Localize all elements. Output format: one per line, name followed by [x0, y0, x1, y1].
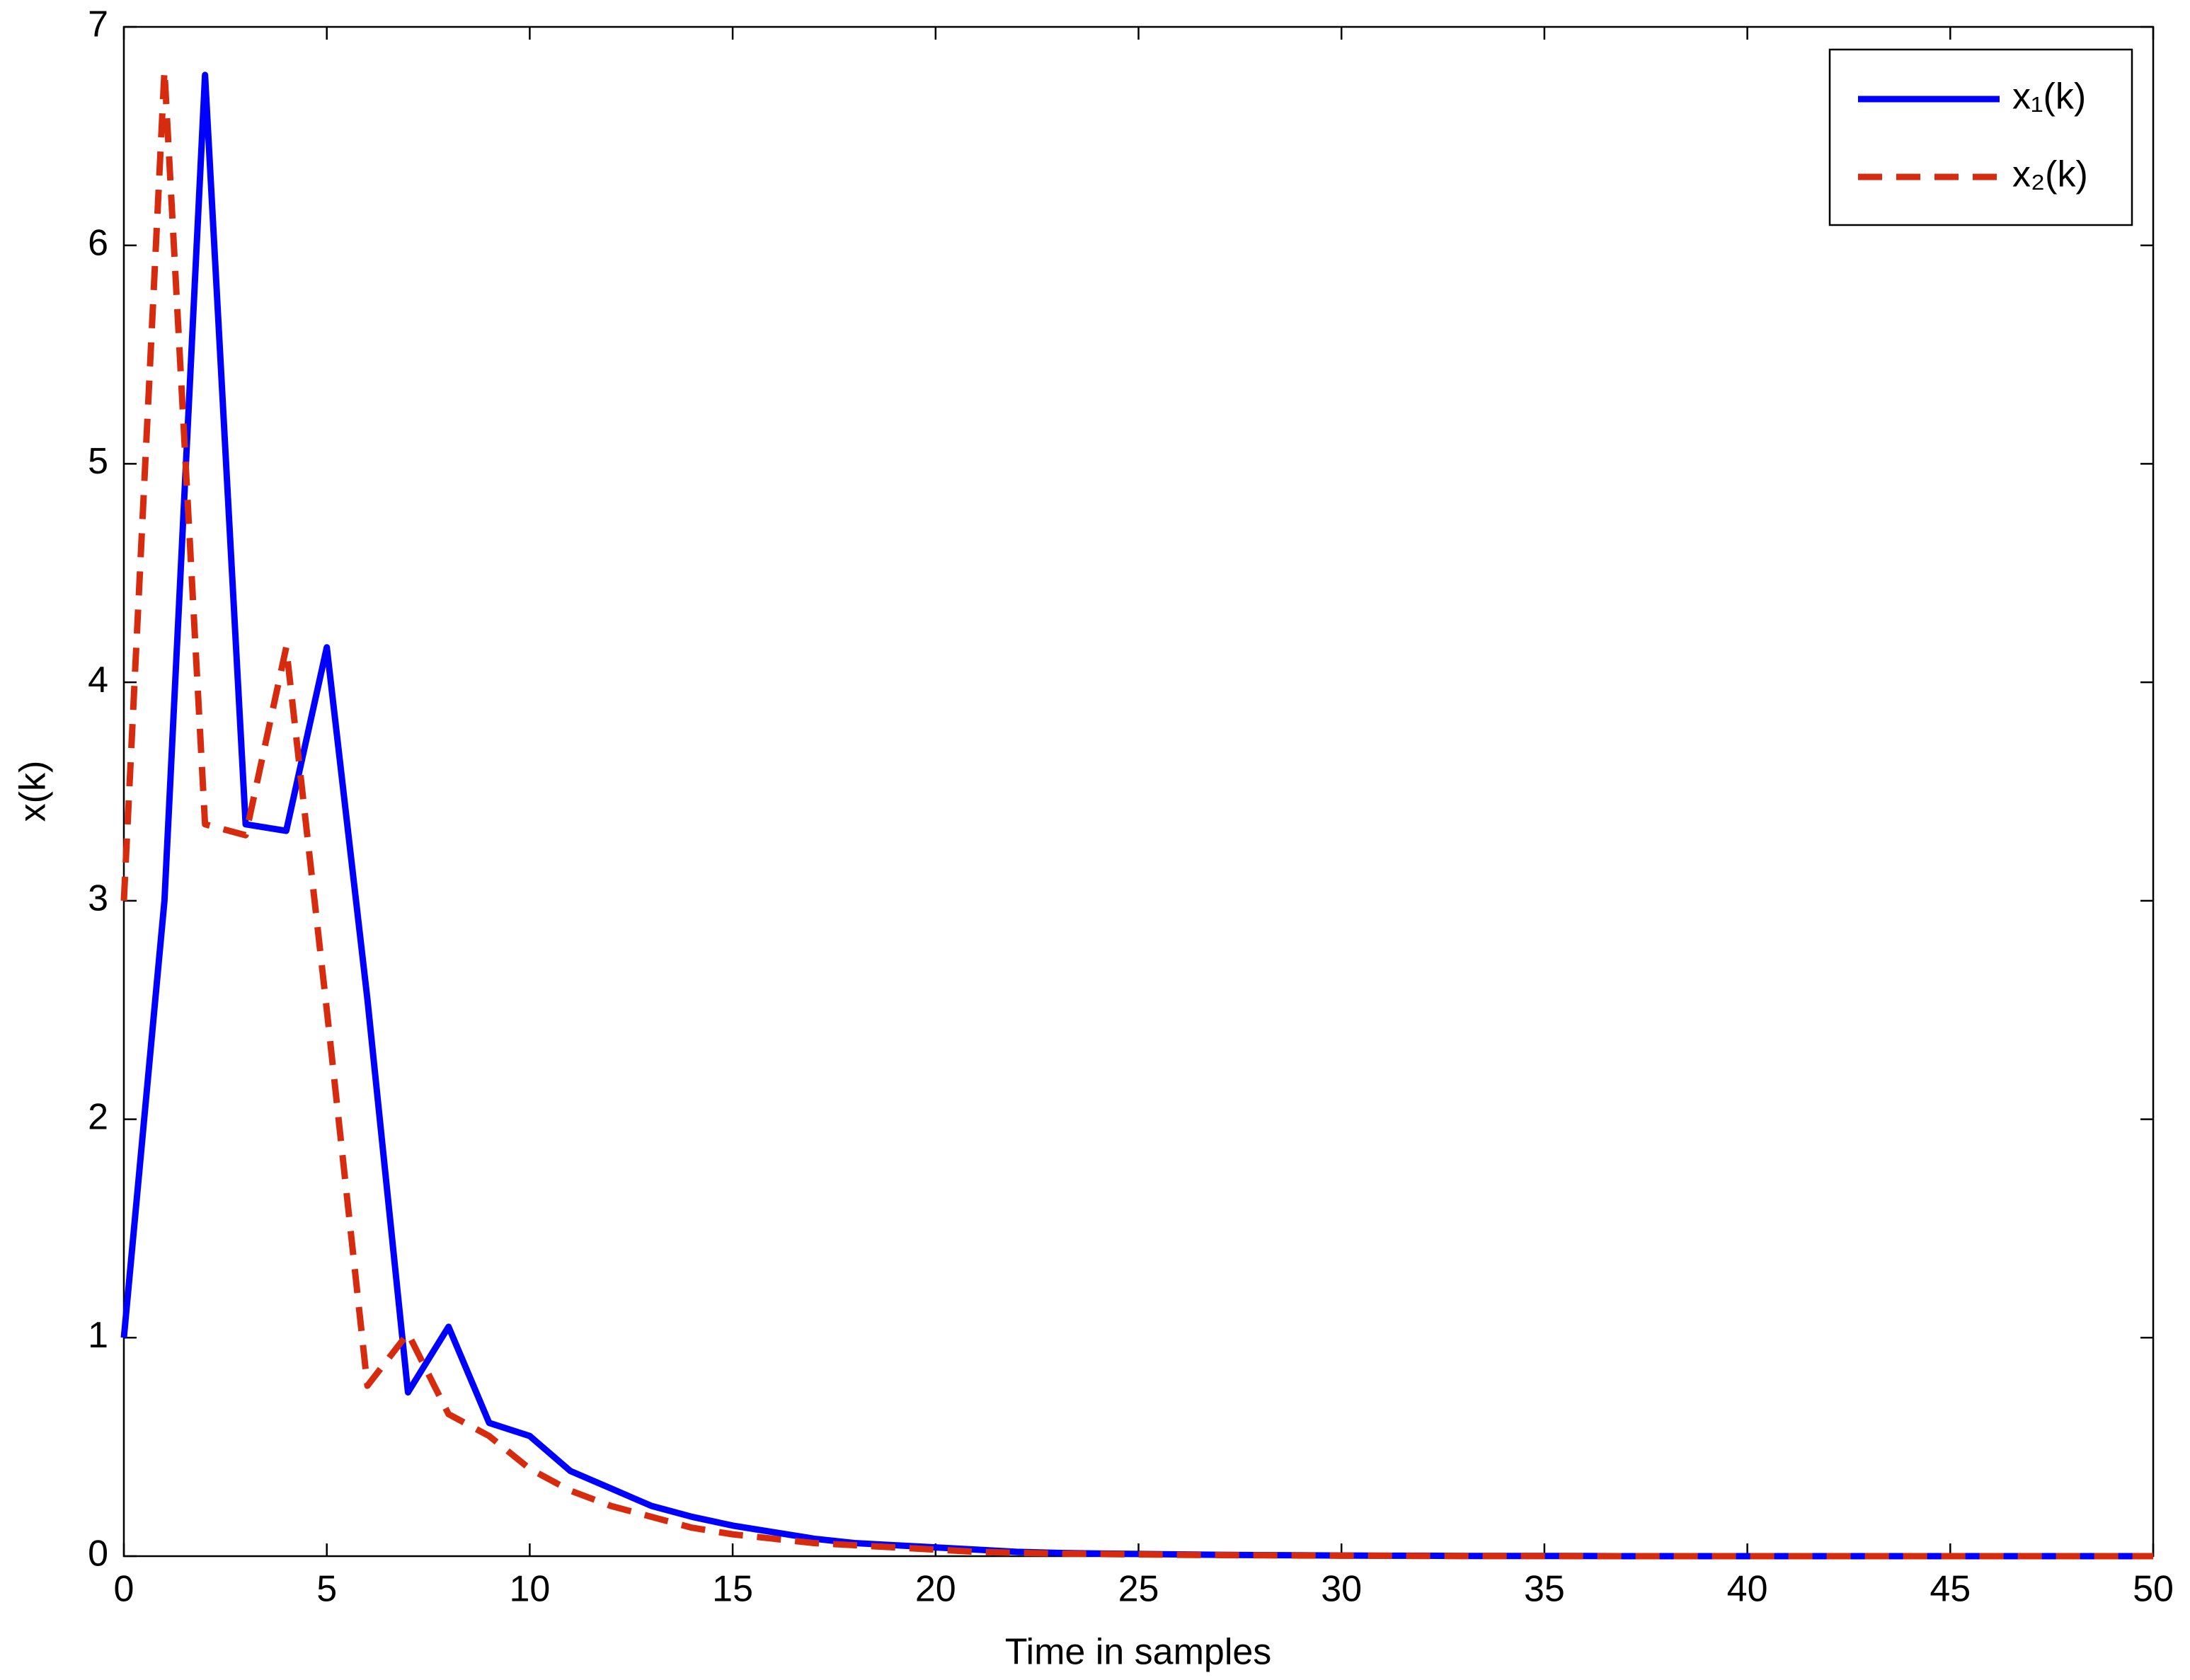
x-tick-label: 0 — [114, 1569, 134, 1610]
x-tick-label: 5 — [316, 1569, 337, 1610]
x-tick-label: 10 — [509, 1569, 550, 1610]
x-axis-label: Time in samples — [1005, 1632, 1272, 1673]
plot-area — [122, 25, 2155, 1558]
y-tick-label: 1 — [88, 1315, 108, 1356]
x-tick-label: 45 — [1930, 1569, 1971, 1610]
x-tick-label: 15 — [712, 1569, 753, 1610]
y-tick-label: 6 — [88, 222, 108, 263]
y-tick-label: 0 — [88, 1534, 108, 1575]
y-tick-label: 4 — [88, 660, 108, 701]
series-line — [120, 67, 2153, 1560]
legend-label: x₂(k) — [2012, 154, 2088, 195]
x-tick-label: 35 — [1524, 1569, 1565, 1610]
y-tick-label: 2 — [88, 1096, 108, 1137]
x-tick-label: 50 — [2133, 1569, 2174, 1610]
x-tick-label: 20 — [915, 1569, 956, 1610]
y-axis-label: x(k) — [13, 761, 54, 822]
x-tick-label: 25 — [1118, 1569, 1159, 1610]
legend-label: x₁(k) — [2012, 76, 2086, 117]
y-tick-label: 5 — [88, 441, 108, 482]
legend-box — [1828, 48, 2133, 226]
x-tick-label: 30 — [1321, 1569, 1362, 1610]
y-tick-label: 7 — [88, 4, 108, 45]
x-tick-label: 40 — [1727, 1569, 1768, 1610]
y-tick-label: 3 — [88, 878, 108, 919]
series-line — [120, 71, 2153, 1560]
